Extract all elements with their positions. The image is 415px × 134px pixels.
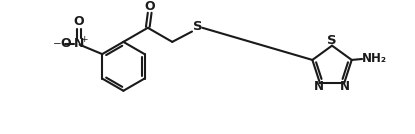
Text: N: N [340, 80, 350, 93]
Text: O: O [144, 0, 155, 13]
Text: +: + [80, 35, 87, 44]
Text: O: O [60, 37, 71, 50]
Text: S: S [193, 20, 203, 33]
Text: O: O [73, 15, 84, 28]
Text: N: N [73, 37, 84, 50]
Text: S: S [327, 34, 337, 47]
Text: N: N [314, 80, 324, 93]
Text: NH₂: NH₂ [362, 53, 387, 66]
Text: −: − [53, 39, 61, 49]
